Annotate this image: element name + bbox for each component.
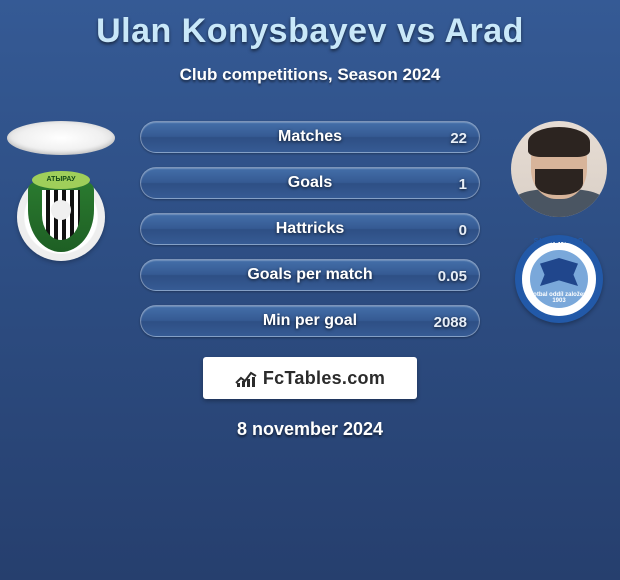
stat-label: Hattricks [276,220,344,238]
avatar-beard [535,169,583,195]
stat-row: Matches 22 [140,121,480,153]
club-shield-icon: АТЫРАУ [28,182,94,252]
stat-label: Min per goal [263,312,357,330]
club-right-inner: fotbal oddíl založen 1903 [530,250,588,308]
stat-row: Hattricks 0 [140,213,480,245]
stat-right-value: 0.05 [438,260,467,292]
chart-up-icon [235,368,257,388]
stat-right-value: 2088 [434,306,467,338]
club-ball-icon [51,200,71,220]
stat-rows: Matches 22 Goals 1 Hattricks 0 Goals per… [140,121,480,337]
stat-right-value: 22 [450,122,467,154]
stat-row: Goals 1 [140,167,480,199]
player-right-column: SK KLADNO fotbal oddíl založen 1903 [504,121,614,323]
club-right-name: SK KLADNO [522,238,596,245]
stat-row: Goals per match 0.05 [140,259,480,291]
player-right-club-badge: SK KLADNO fotbal oddíl založen 1903 [515,235,603,323]
player-right-avatar [511,121,607,217]
stat-label: Goals per match [247,266,372,284]
player-left-avatar-placeholder [7,121,115,155]
stats-area: АТЫРАУ SK KLADNO fotbal oddíl založen 19… [0,121,620,337]
stat-row: Min per goal 2088 [140,305,480,337]
stat-label: Matches [278,128,342,146]
comparison-card: Ulan Konysbayev vs Arad Club competition… [0,0,620,580]
branding-text: FcTables.com [263,368,385,389]
club-right-subtext: fotbal oddíl založen 1903 [530,292,588,304]
stat-label: Goals [288,174,332,192]
date-line: 8 november 2024 [0,419,620,440]
stat-right-value: 1 [459,168,467,200]
stat-right-value: 0 [459,214,467,246]
eagle-icon [540,258,578,286]
branding-box[interactable]: FcTables.com [203,357,417,399]
player-left-club-badge: АТЫРАУ [17,173,105,261]
page-subtitle: Club competitions, Season 2024 [0,65,620,85]
club-left-label: АТЫРАУ [32,171,90,189]
page-title: Ulan Konysbayev vs Arad [0,0,620,51]
avatar-hair [528,127,590,157]
player-left-column: АТЫРАУ [6,121,116,261]
